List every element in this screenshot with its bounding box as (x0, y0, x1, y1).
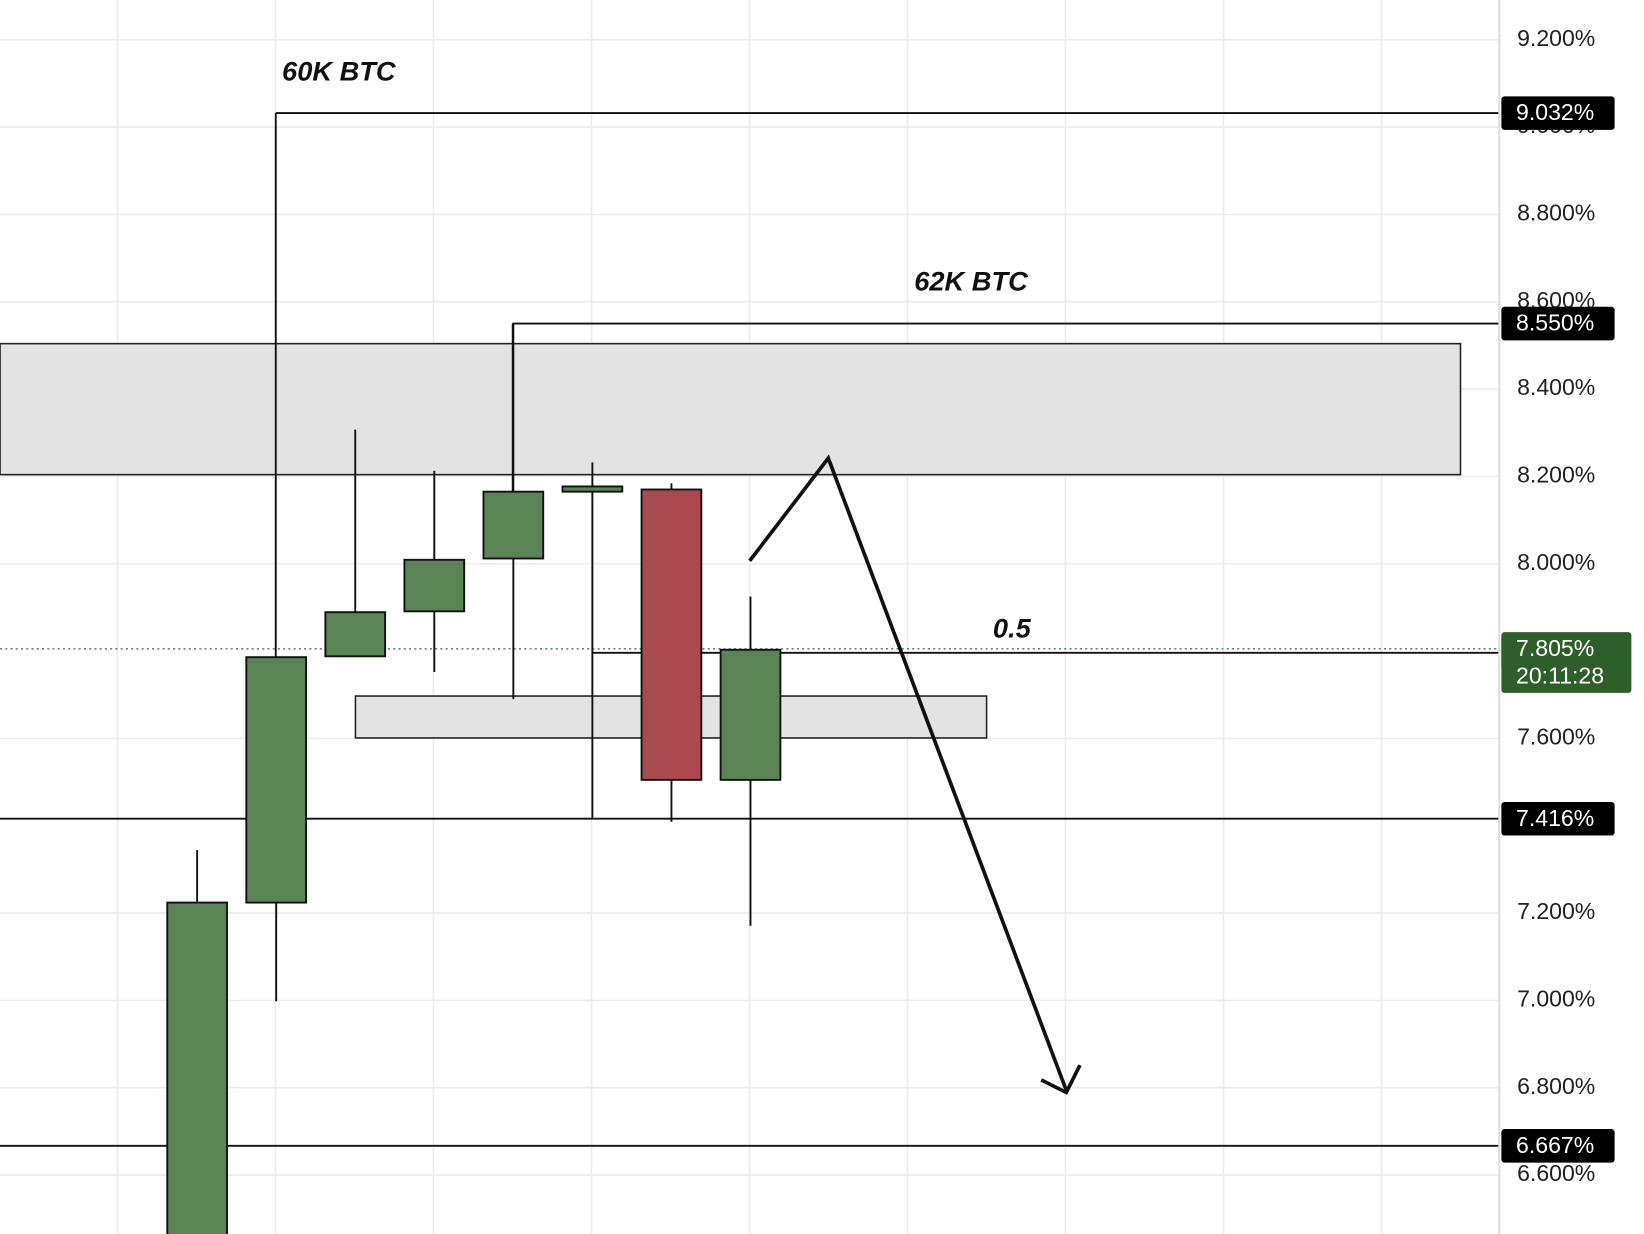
y-tick-label: 7.200% (1517, 898, 1595, 924)
y-tick-label: 8.000% (1517, 549, 1595, 575)
price-label: 9.032% (1516, 99, 1594, 125)
y-tick-label: 8.800% (1517, 199, 1595, 225)
y-tick-label: 8.400% (1517, 374, 1595, 400)
price-label: 8.550% (1516, 310, 1594, 336)
price-label: 7.416% (1516, 805, 1594, 831)
y-tick-label: 8.200% (1517, 461, 1595, 487)
zone (0, 342, 1462, 476)
candle-body (245, 656, 308, 904)
candle-body (403, 558, 466, 613)
candles (166, 322, 782, 1234)
current-price-box (1501, 632, 1632, 693)
y-tick-label: 7.600% (1517, 723, 1595, 749)
candle-body (482, 490, 545, 560)
y-tick-label: 6.600% (1517, 1160, 1595, 1186)
annotation: 60K BTC (282, 56, 396, 87)
current-price-label: 7.805% (1516, 635, 1594, 661)
candle-body (166, 901, 228, 1234)
price-label: 6.667% (1516, 1132, 1594, 1158)
candle-body (561, 485, 624, 493)
price-labels: 9.032%8.550%7.796%7.416%6.667%7.805%20:1… (1501, 96, 1632, 1163)
price-label-box (1501, 1129, 1615, 1163)
candle-body (719, 648, 782, 781)
projection-arrow (748, 454, 1082, 1095)
price-label-box (1501, 801, 1615, 836)
y-tick-label: 9.200% (1517, 25, 1595, 51)
countdown-label: 20:11:28 (1516, 662, 1604, 688)
annotation: 0.5 (993, 612, 1032, 643)
price-label-box (1501, 306, 1615, 341)
y-tick-label: 7.000% (1517, 985, 1595, 1011)
annotation: 62K BTC (914, 265, 1028, 296)
y-tick-label: 6.800% (1517, 1073, 1595, 1099)
price-label-box (1501, 96, 1615, 130)
candle-body (640, 488, 703, 781)
candle-body (324, 611, 387, 658)
zones (0, 342, 1462, 739)
